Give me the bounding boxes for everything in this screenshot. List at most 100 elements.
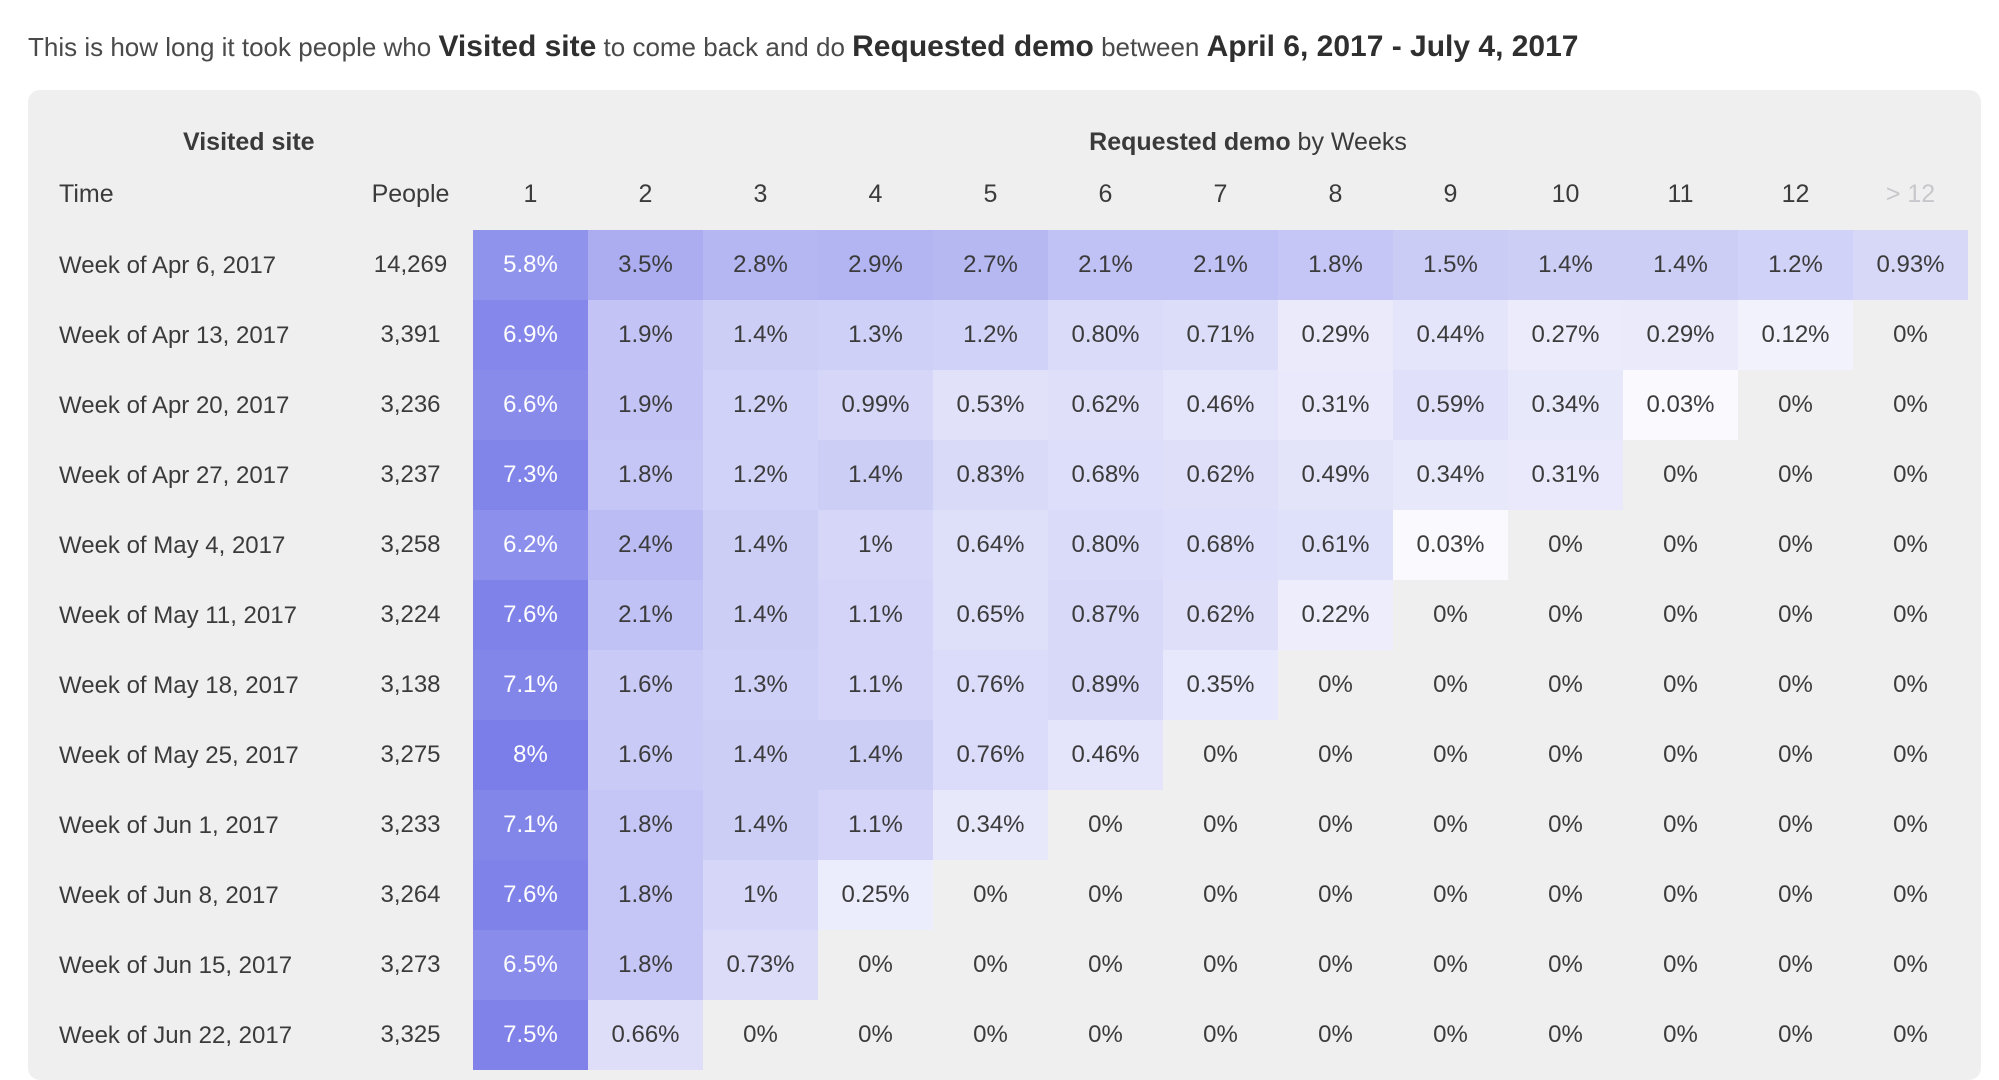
heatmap-cell[interactable]: 0.93% xyxy=(1853,230,1968,300)
heatmap-cell[interactable]: 6.9% xyxy=(473,300,588,370)
heatmap-cell[interactable]: 1.1% xyxy=(818,650,933,720)
heatmap-cell[interactable]: 7.1% xyxy=(473,650,588,720)
heatmap-cell[interactable]: 1.5% xyxy=(1393,230,1508,300)
table-row[interactable]: Week of May 4, 2017 3,258 6.2% 2.4% 1.4% 1% 0.… xyxy=(28,510,1981,580)
heatmap-cell[interactable]: 0.73% xyxy=(703,930,818,1000)
heatmap-cell[interactable]: 1.8% xyxy=(588,790,703,860)
heatmap-cell[interactable]: 8% xyxy=(473,720,588,790)
heatmap-cell[interactable]: 1.1% xyxy=(818,580,933,650)
heatmap-cell[interactable]: 1.2% xyxy=(703,440,818,510)
heatmap-cell[interactable]: 0.68% xyxy=(1163,510,1278,580)
heatmap-cell[interactable]: 0% xyxy=(1088,1021,1123,1048)
heatmap-cell[interactable]: 0.68% xyxy=(1048,440,1163,510)
heatmap-cell[interactable]: 1.8% xyxy=(588,930,703,1000)
heatmap-cell[interactable]: 0% xyxy=(1548,601,1583,628)
heatmap-cell[interactable]: 1.4% xyxy=(703,580,818,650)
heatmap-cell[interactable]: 1.6% xyxy=(588,720,703,790)
heatmap-cell[interactable]: 0% xyxy=(1778,391,1813,418)
heatmap-cell[interactable]: 0.65% xyxy=(933,580,1048,650)
heatmap-cell[interactable]: 0.35% xyxy=(1163,650,1278,720)
heatmap-cell[interactable]: 0.03% xyxy=(1393,510,1508,580)
heatmap-cell[interactable]: 0% xyxy=(1203,741,1238,768)
heatmap-cell[interactable]: 0.44% xyxy=(1393,300,1508,370)
heatmap-cell[interactable]: 1% xyxy=(818,510,933,580)
heatmap-cell[interactable]: 0% xyxy=(973,951,1008,978)
heatmap-cell[interactable]: 0% xyxy=(1548,671,1583,698)
heatmap-cell[interactable]: 0.34% xyxy=(933,790,1048,860)
heatmap-cell[interactable]: 0.76% xyxy=(933,720,1048,790)
heatmap-cell[interactable]: 0% xyxy=(1203,951,1238,978)
heatmap-cell[interactable]: 0% xyxy=(1663,741,1698,768)
table-row[interactable]: Week of Jun 15, 2017 3,273 6.5% 1.8% 0.73% 0%… xyxy=(28,930,1981,1000)
table-row[interactable]: Week of Jun 22, 2017 3,325 7.5% 0.66% 0% 0% 0%… xyxy=(28,1000,1981,1070)
heatmap-cell[interactable]: 0% xyxy=(1548,881,1583,908)
heatmap-cell[interactable]: 0% xyxy=(1893,671,1928,698)
heatmap-cell[interactable]: 1.3% xyxy=(818,300,933,370)
heatmap-cell[interactable]: 0.53% xyxy=(933,370,1048,440)
heatmap-cell[interactable]: 1% xyxy=(703,860,818,930)
heatmap-cell[interactable]: 7.3% xyxy=(473,440,588,510)
heatmap-cell[interactable]: 0% xyxy=(1893,321,1928,348)
heatmap-cell[interactable]: 0% xyxy=(1778,601,1813,628)
heatmap-cell[interactable]: 0.80% xyxy=(1048,510,1163,580)
heatmap-cell[interactable]: 0.62% xyxy=(1163,580,1278,650)
heatmap-cell[interactable]: 1.2% xyxy=(703,370,818,440)
heatmap-cell[interactable]: 2.7% xyxy=(933,230,1048,300)
heatmap-cell[interactable]: 0.46% xyxy=(1048,720,1163,790)
heatmap-cell[interactable]: 2.1% xyxy=(1048,230,1163,300)
heatmap-cell[interactable]: 0% xyxy=(1548,531,1583,558)
heatmap-cell[interactable]: 0% xyxy=(1318,1021,1353,1048)
heatmap-cell[interactable]: 6.6% xyxy=(473,370,588,440)
heatmap-cell[interactable]: 0% xyxy=(973,1021,1008,1048)
heatmap-cell[interactable]: 0.31% xyxy=(1508,440,1623,510)
heatmap-cell[interactable]: 1.4% xyxy=(703,300,818,370)
heatmap-cell[interactable]: 7.6% xyxy=(473,580,588,650)
heatmap-cell[interactable]: 0.83% xyxy=(933,440,1048,510)
heatmap-cell[interactable]: 2.1% xyxy=(1163,230,1278,300)
heatmap-cell[interactable]: 0.29% xyxy=(1623,300,1738,370)
heatmap-cell[interactable]: 0% xyxy=(1663,601,1698,628)
heatmap-cell[interactable]: 0.87% xyxy=(1048,580,1163,650)
heatmap-cell[interactable]: 0.22% xyxy=(1278,580,1393,650)
heatmap-cell[interactable]: 0% xyxy=(1778,951,1813,978)
table-row[interactable]: Week of May 18, 2017 3,138 7.1% 1.6% 1.3% 1.1… xyxy=(28,650,1981,720)
heatmap-cell[interactable]: 0% xyxy=(1778,811,1813,838)
heatmap-cell[interactable]: 0% xyxy=(858,951,893,978)
heatmap-cell[interactable]: 0% xyxy=(1893,741,1928,768)
heatmap-cell[interactable]: 0.25% xyxy=(818,860,933,930)
heatmap-cell[interactable]: 0% xyxy=(743,1021,778,1048)
heatmap-cell[interactable]: 0% xyxy=(1893,531,1928,558)
table-row[interactable]: Week of Apr 6, 2017 14,269 5.8% 3.5% 2.8% 2.9… xyxy=(28,230,1981,300)
heatmap-cell[interactable]: 0% xyxy=(1433,951,1468,978)
heatmap-cell[interactable]: 1.3% xyxy=(703,650,818,720)
heatmap-cell[interactable]: 2.1% xyxy=(588,580,703,650)
heatmap-cell[interactable]: 1.4% xyxy=(703,790,818,860)
heatmap-cell[interactable]: 6.5% xyxy=(473,930,588,1000)
heatmap-cell[interactable]: 0% xyxy=(1088,811,1123,838)
heatmap-cell[interactable]: 0.12% xyxy=(1738,300,1853,370)
heatmap-cell[interactable]: 0% xyxy=(1433,811,1468,838)
heatmap-cell[interactable]: 7.5% xyxy=(473,1000,588,1070)
heatmap-cell[interactable]: 7.1% xyxy=(473,790,588,860)
heatmap-cell[interactable]: 1.4% xyxy=(703,720,818,790)
heatmap-cell[interactable]: 0% xyxy=(1433,671,1468,698)
heatmap-cell[interactable]: 1.8% xyxy=(588,440,703,510)
heatmap-cell[interactable]: 0% xyxy=(1433,1021,1468,1048)
heatmap-cell[interactable]: 2.4% xyxy=(588,510,703,580)
heatmap-cell[interactable]: 1.2% xyxy=(1738,230,1853,300)
heatmap-cell[interactable]: 1.4% xyxy=(1623,230,1738,300)
table-row[interactable]: Week of Apr 20, 2017 3,236 6.6% 1.9% 1.2% 0.9… xyxy=(28,370,1981,440)
heatmap-cell[interactable]: 0% xyxy=(1548,951,1583,978)
heatmap-cell[interactable]: 0% xyxy=(1893,811,1928,838)
table-row[interactable]: Week of Jun 1, 2017 3,233 7.1% 1.8% 1.4% 1.1%… xyxy=(28,790,1981,860)
heatmap-cell[interactable]: 0% xyxy=(1548,1021,1583,1048)
heatmap-cell[interactable]: 1.8% xyxy=(1278,230,1393,300)
heatmap-cell[interactable]: 2.8% xyxy=(703,230,818,300)
heatmap-cell[interactable]: 0.03% xyxy=(1623,370,1738,440)
heatmap-cell[interactable]: 0% xyxy=(1893,1021,1928,1048)
heatmap-cell[interactable]: 1.9% xyxy=(588,370,703,440)
heatmap-cell[interactable]: 3.5% xyxy=(588,230,703,300)
heatmap-cell[interactable]: 0.61% xyxy=(1278,510,1393,580)
heatmap-cell[interactable]: 0% xyxy=(1663,951,1698,978)
heatmap-cell[interactable]: 0% xyxy=(1548,811,1583,838)
